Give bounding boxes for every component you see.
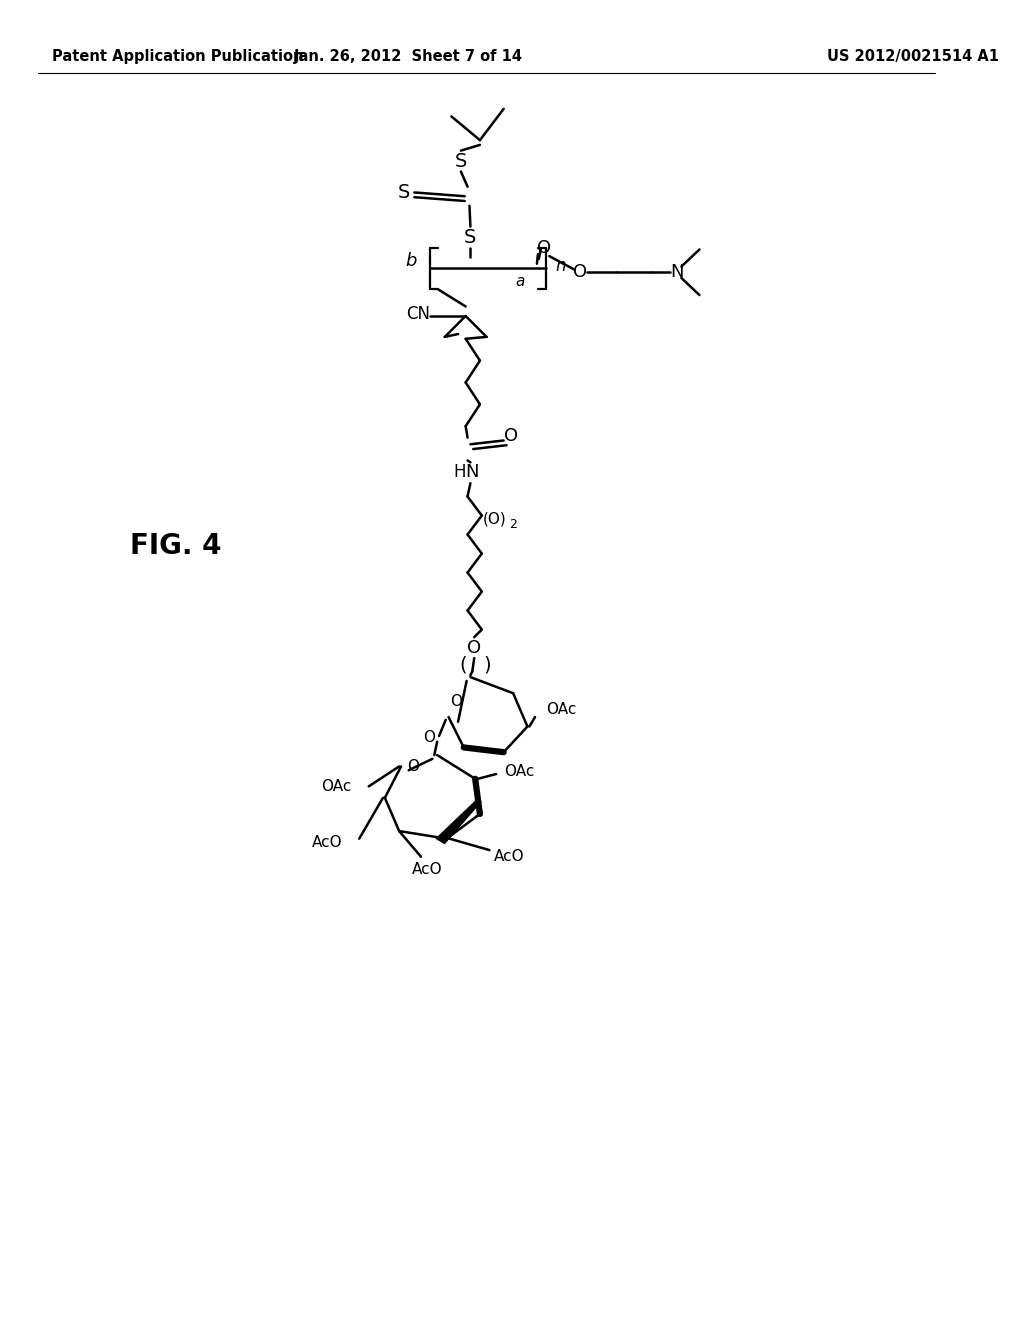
Text: O: O <box>467 639 481 656</box>
Text: Patent Application Publication: Patent Application Publication <box>52 49 304 65</box>
Text: AcO: AcO <box>311 836 342 850</box>
Text: N: N <box>670 263 683 281</box>
Text: FIG. 4: FIG. 4 <box>130 532 221 560</box>
Text: H: H <box>454 463 466 480</box>
Text: n: n <box>555 256 566 275</box>
Text: O: O <box>504 426 518 445</box>
Text: AcO: AcO <box>495 849 524 865</box>
Text: CN: CN <box>407 305 430 323</box>
Text: (O): (O) <box>483 512 507 527</box>
Text: Jan. 26, 2012  Sheet 7 of 14: Jan. 26, 2012 Sheet 7 of 14 <box>294 49 523 65</box>
Text: S: S <box>464 227 476 247</box>
Text: O: O <box>408 759 420 774</box>
Text: N: N <box>466 463 479 480</box>
Text: ): ) <box>483 655 492 675</box>
Text: OAc: OAc <box>504 764 535 779</box>
Text: O: O <box>538 239 552 256</box>
Text: OAc: OAc <box>547 702 577 717</box>
Text: OAc: OAc <box>322 779 351 793</box>
Text: 2: 2 <box>509 517 517 531</box>
Text: O: O <box>572 263 587 281</box>
Text: (: ( <box>459 655 467 675</box>
Text: S: S <box>397 183 410 202</box>
Text: US 2012/0021514 A1: US 2012/0021514 A1 <box>826 49 998 65</box>
Text: O: O <box>451 694 462 709</box>
Text: S: S <box>455 152 467 170</box>
Text: a: a <box>515 275 524 289</box>
Text: O: O <box>424 730 435 746</box>
Text: b: b <box>404 252 416 269</box>
Text: AcO: AcO <box>413 862 443 876</box>
Polygon shape <box>435 797 482 845</box>
